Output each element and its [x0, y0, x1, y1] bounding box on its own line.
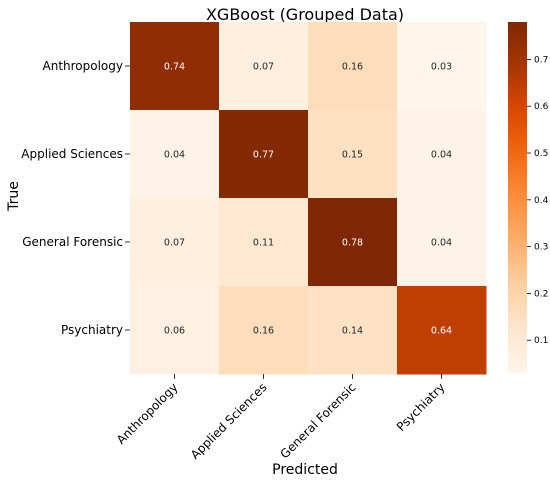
heatmap-cell — [219, 198, 309, 287]
colorbar-tick-label: 0.5 — [534, 149, 548, 159]
y-axis-title: True — [6, 181, 22, 212]
cell-value-label: 0.14 — [342, 326, 363, 337]
cell-value-label: 0.15 — [342, 150, 363, 161]
colorbar-tick-label: 0.6 — [534, 102, 549, 112]
y-tick-label: Anthropology — [43, 59, 124, 73]
cell-value-label: 0.07 — [164, 238, 185, 249]
x-tick-label: Anthropology — [114, 380, 181, 447]
cell-value-label: 0.78 — [342, 238, 363, 249]
colorbar-ticks: 0.1 0.2 0.3 0.4 0.5 0.6 0.7 — [527, 55, 549, 346]
chart-title: XGBoost (Grouped Data) — [206, 5, 404, 24]
cell-value-label: 0.03 — [431, 62, 452, 73]
heatmap-cell — [397, 198, 487, 287]
cell-value-label: 0.64 — [431, 326, 452, 337]
x-tick-label: General Forensic — [277, 380, 358, 461]
cell-value-label: 0.04 — [431, 238, 452, 249]
heatmap-cell — [308, 22, 398, 111]
y-tick-label: General Forensic — [22, 235, 123, 249]
y-tick-label: Psychiatry — [61, 323, 123, 337]
x-tick-label: Psychiatry — [394, 380, 448, 434]
heatmap-cell — [130, 198, 220, 287]
heatmap-cell — [397, 110, 487, 199]
x-axis-title: Predicted — [272, 462, 338, 478]
colorbar-tick-label: 0.7 — [534, 55, 548, 65]
cell-value-label: 0.07 — [253, 62, 274, 73]
cell-value-label: 0.16 — [342, 62, 363, 73]
colorbar-tick-label: 0.4 — [534, 196, 549, 206]
heatmap-cell — [219, 110, 309, 199]
heatmap-cell — [130, 110, 220, 199]
cell-value-label: 0.16 — [253, 326, 274, 337]
colorbar — [508, 22, 527, 373]
y-tick-label: Applied Sciences — [21, 147, 123, 161]
cell-value-label: 0.06 — [164, 326, 185, 337]
heatmap-cell — [308, 286, 398, 375]
cell-value-label: 0.74 — [164, 62, 185, 73]
heatmap-cell — [219, 22, 309, 111]
heatmap-cell — [308, 110, 398, 199]
heatmap-cell-labels: 0.74 0.07 0.16 0.03 0.04 0.77 0.15 0.04 0.07 0.11… — [164, 62, 452, 337]
heatmap-cells — [130, 22, 487, 375]
cell-value-label: 0.77 — [253, 150, 274, 161]
heatmap-cell — [219, 286, 309, 375]
colorbar-tick-label: 0.2 — [534, 289, 548, 299]
cell-value-label: 0.04 — [431, 150, 452, 161]
heatmap-cell — [308, 198, 398, 287]
heatmap-cell — [397, 22, 487, 111]
y-axis: Anthropology Applied Sciences General Fore… — [21, 59, 130, 337]
heatmap-cell — [130, 286, 220, 375]
cell-value-label: 0.04 — [164, 150, 185, 161]
x-tick-label: Applied Sciences — [188, 380, 270, 462]
x-axis: Anthropology Applied Sciences General Fore… — [114, 374, 448, 462]
colorbar-tick-label: 0.3 — [534, 243, 548, 253]
colorbar-tick-label: 0.1 — [534, 336, 548, 346]
heatmap-cell — [130, 22, 220, 111]
heatmap-cell — [397, 286, 487, 375]
cell-value-label: 0.11 — [253, 238, 274, 249]
